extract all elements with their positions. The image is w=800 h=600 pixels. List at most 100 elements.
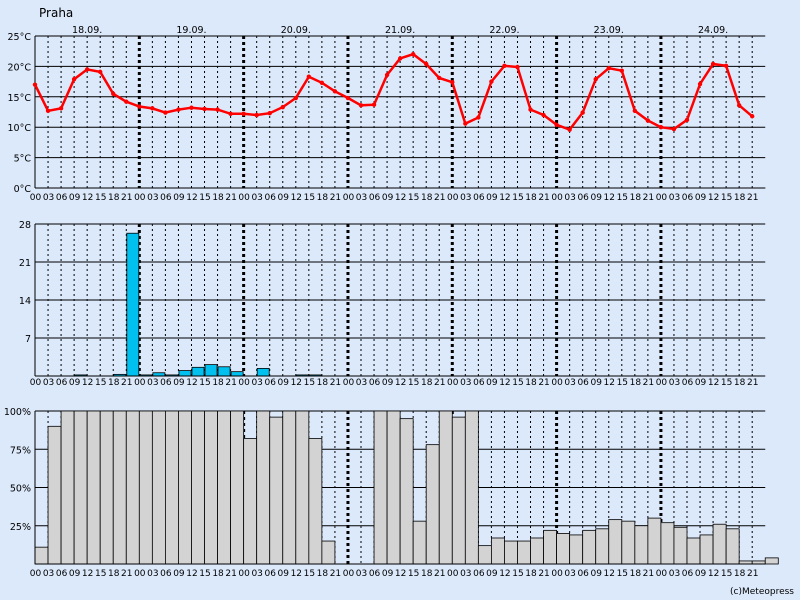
temp-hour-label: 00: [447, 193, 459, 203]
cloud-hour-label: 21: [330, 569, 341, 579]
temp-hour-label: 00: [656, 193, 668, 203]
cloud-bar: [517, 540, 531, 565]
temp-hour-label: 18: [108, 193, 120, 203]
cloud-hour-label: 06: [56, 569, 68, 579]
temp-hour-label: 06: [577, 193, 589, 203]
temperature-point: [358, 103, 364, 108]
cloud-hour-label: 00: [551, 569, 563, 579]
precip-hour-label: 00: [551, 378, 563, 388]
cloud-hour-label: 15: [408, 569, 419, 579]
cloud-bar: [321, 540, 336, 565]
temp-hour-label: 09: [278, 193, 290, 203]
credit-label: (c)Meteopress: [730, 587, 794, 597]
precip-hour-label: 15: [408, 378, 419, 388]
temp-hour-label: 18: [212, 193, 224, 203]
precip-hour-label: 09: [382, 378, 394, 388]
cloud-bar: [125, 410, 140, 565]
cloud-bar: [621, 520, 636, 565]
temperature-point: [554, 122, 559, 127]
temperature-point: [567, 127, 572, 132]
temp-hour-label: 15: [408, 193, 419, 203]
cloud-bar: [386, 410, 401, 565]
temp-hour-label: 15: [95, 193, 106, 203]
cloud-tick-label: 100%: [4, 407, 31, 418]
cloud-hour-label: 06: [160, 569, 172, 579]
cloud-hour-label: 12: [82, 569, 93, 579]
cloud-hour-label: 12: [499, 569, 510, 579]
cloud-bar: [60, 410, 75, 565]
temperature-point: [750, 114, 755, 119]
temp-hour-label: 00: [551, 193, 563, 203]
temperature-point: [32, 82, 38, 87]
cloud-hour-label: 00: [447, 569, 459, 579]
cloud-hour-label: 09: [382, 569, 394, 579]
temperature-point: [84, 67, 90, 72]
temp-hour-label: 03: [43, 193, 54, 203]
day-label: 22.09.: [489, 25, 519, 36]
cloud-hour-label: 06: [577, 569, 589, 579]
precip-hour-label: 00: [30, 378, 42, 388]
temp-hour-label: 00: [30, 193, 42, 203]
cloud-hour-label: 15: [512, 569, 523, 579]
day-label: 23.09.: [594, 25, 624, 36]
temp-hour-label: 18: [421, 193, 433, 203]
cloud-hour-label: 03: [251, 569, 262, 579]
cloud-tick-label: 25%: [10, 522, 31, 533]
day-label: 21.09.: [385, 25, 415, 36]
cloud-bar: [582, 529, 597, 565]
temp-hour-label: 12: [499, 193, 510, 203]
day-label: 20.09.: [281, 25, 311, 36]
cloud-hour-label: 03: [460, 569, 471, 579]
temp-hour-label: 12: [82, 193, 93, 203]
cloud-bar: [477, 545, 492, 565]
temp-hour-label: 09: [695, 193, 707, 203]
precip-tick-label: 14: [19, 296, 31, 307]
cloud-bar: [712, 523, 727, 565]
temperature-point: [71, 76, 77, 82]
precip-hour-label: 12: [82, 378, 93, 388]
cloud-hour-label: 12: [291, 569, 302, 579]
cloud-tick-label: 50%: [10, 484, 31, 495]
temperature-point: [710, 61, 716, 67]
cloud-hour-label: 03: [43, 569, 54, 579]
precip-bar: [230, 371, 244, 377]
precip-hour-label: 03: [460, 378, 471, 388]
temperature-point: [515, 64, 520, 70]
precip-hour-label: 21: [225, 378, 236, 388]
temp-tick-label: 25°C: [8, 32, 32, 43]
cloud-bar: [425, 444, 440, 565]
cloud-bar: [595, 528, 610, 565]
temperature-point: [632, 108, 638, 113]
cloud-bar: [243, 438, 258, 565]
temp-hour-label: 12: [291, 193, 302, 203]
precip-hour-label: 12: [499, 378, 510, 388]
cloud-hour-label: 21: [225, 569, 236, 579]
temperature-point: [176, 107, 181, 112]
precip-hour-label: 06: [56, 378, 68, 388]
temperature-point: [736, 103, 742, 108]
precip-hour-label: 06: [682, 378, 694, 388]
precip-bar: [178, 370, 192, 377]
precip-hour-label: 12: [186, 378, 197, 388]
precip-hour-label: 09: [173, 378, 185, 388]
temp-hour-label: 09: [590, 193, 602, 203]
temperature-point: [723, 63, 729, 68]
precip-hour-label: 09: [486, 378, 498, 388]
cloud-hour-label: 18: [734, 569, 746, 579]
temperature-point: [306, 74, 312, 79]
precip-hour-label: 12: [395, 378, 406, 388]
temp-hour-label: 15: [199, 193, 210, 203]
cloud-bar: [204, 410, 218, 565]
temperature-point: [645, 118, 651, 123]
temp-hour-label: 15: [721, 193, 732, 203]
temp-hour-label: 21: [643, 193, 654, 203]
temperature-point: [463, 121, 468, 126]
cloud-bar: [464, 410, 479, 565]
precip-bar: [126, 232, 140, 377]
temperature-point: [541, 112, 546, 118]
temp-hour-label: 09: [486, 193, 498, 203]
temp-tick-label: 0°C: [14, 184, 32, 195]
temperature-point: [502, 63, 507, 68]
temperature-point: [684, 117, 690, 123]
cloud-bar: [47, 425, 62, 565]
